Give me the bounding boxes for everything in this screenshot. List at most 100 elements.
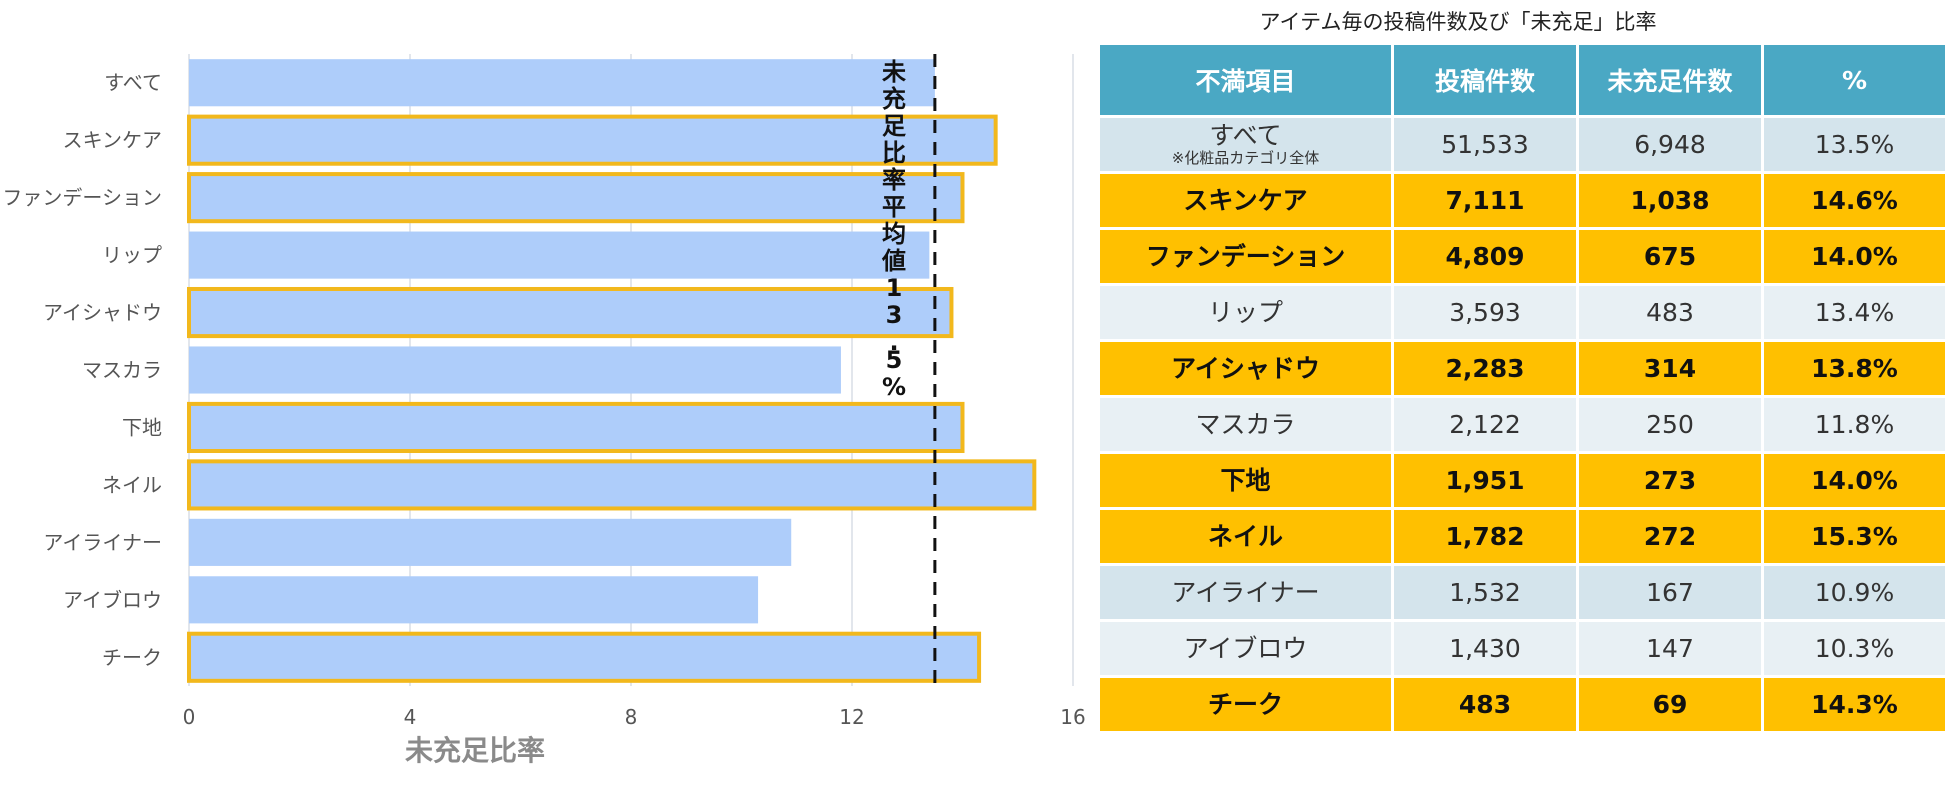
x-tick-label: 16 — [1060, 705, 1085, 729]
cell-unmet: 167 — [1576, 563, 1764, 622]
header-item: 不満項目 — [1097, 42, 1394, 118]
item-name: スキンケア — [1183, 185, 1308, 215]
cell-posts: 1,532 — [1391, 563, 1579, 622]
table-row: アイブロウ 1,430 147 10.3% — [1097, 619, 1948, 678]
cell-percent: 13.8% — [1761, 339, 1948, 398]
cell-percent: 10.3% — [1761, 619, 1948, 678]
cell-item-name: リップ — [1097, 283, 1394, 342]
category-label: すべて — [104, 71, 162, 95]
cell-posts: 2,122 — [1391, 395, 1579, 454]
data-table: 不満項目 投稿件数 未充足件数 % すべて ※化粧品カテゴリ全体 51,533 6,9… — [1097, 42, 1948, 734]
item-note: ※化粧品カテゴリ全体 — [1171, 149, 1320, 167]
cell-posts: 4,809 — [1391, 227, 1579, 286]
cell-percent: 13.5% — [1761, 115, 1948, 174]
table-row: ファンデーション 4,809 675 14.0% — [1097, 227, 1948, 286]
average-label-char: 率 — [882, 166, 906, 194]
header-unmet: 未充足件数 — [1576, 42, 1764, 118]
category-label: リップ — [102, 243, 162, 267]
bar — [187, 172, 965, 224]
table-header-row: 不満項目 投稿件数 未充足件数 % — [1097, 42, 1948, 118]
bar — [189, 518, 792, 566]
category-label: スキンケア — [63, 128, 162, 152]
average-label-char: 足 — [882, 112, 906, 140]
bar — [187, 286, 954, 339]
table-row: アイシャドウ 2,283 314 13.8% — [1097, 339, 1948, 398]
x-tick-label: 0 — [183, 705, 196, 729]
average-label-char: 未 — [882, 58, 906, 86]
cell-percent: 14.0% — [1761, 451, 1948, 510]
average-label-char: 比 — [882, 139, 906, 167]
table-row: アイライナー 1,532 167 10.9% — [1097, 563, 1948, 622]
cell-item-name: アイブロウ — [1097, 619, 1394, 678]
average-label-char: 1 — [886, 274, 903, 302]
bar-chart: すべてスキンケアファンデーションリップアイシャドウマスカラ下地ネイルアイライナー… — [2, 54, 1086, 767]
table-row: チーク 483 69 14.3% — [1097, 675, 1948, 734]
x-tick-label: 4 — [404, 705, 417, 729]
header-percent: % — [1761, 42, 1948, 118]
category-label: チーク — [102, 645, 162, 669]
cell-percent: 11.8% — [1761, 395, 1948, 454]
cell-posts: 1,951 — [1391, 451, 1579, 510]
bar — [189, 231, 930, 279]
average-label-char: . — [889, 328, 898, 356]
category-label: アイシャドウ — [43, 301, 162, 325]
cell-percent: 14.0% — [1761, 227, 1948, 286]
average-label-char: % — [882, 373, 906, 401]
category-label: ファンデーション — [2, 186, 162, 210]
item-name: チーク — [1207, 689, 1283, 719]
cell-unmet: 273 — [1576, 451, 1764, 510]
item-name: すべて — [1209, 121, 1282, 150]
cell-item-name: スキンケア — [1097, 171, 1394, 230]
bar — [187, 631, 982, 683]
item-name: アイシャドウ — [1171, 353, 1320, 383]
header-posts: 投稿件数 — [1391, 42, 1579, 118]
item-name: リップ — [1207, 297, 1283, 327]
table-row: マスカラ 2,122 250 11.8% — [1097, 395, 1948, 454]
cell-item-name: すべて ※化粧品カテゴリ全体 — [1097, 115, 1394, 174]
bar — [187, 114, 998, 166]
cell-posts: 1,782 — [1391, 507, 1579, 566]
category-label: 下地 — [122, 415, 162, 439]
table-title: アイテム毎の投稿件数及び「未充足」比率 — [1259, 10, 1657, 34]
cell-item-name: ネイル — [1097, 507, 1394, 566]
item-name: ネイル — [1207, 521, 1283, 551]
average-label-char: 値 — [881, 247, 906, 275]
cell-posts: 1,430 — [1391, 619, 1579, 678]
cell-item-name: ファンデーション — [1097, 227, 1394, 286]
bar — [189, 576, 759, 624]
cell-percent: 15.3% — [1761, 507, 1948, 566]
cell-item-name: 下地 — [1097, 451, 1394, 510]
cell-item-name: アイライナー — [1097, 563, 1394, 622]
cell-unmet: 675 — [1576, 227, 1764, 286]
item-name: アイブロウ — [1183, 633, 1308, 663]
cell-posts: 51,533 — [1391, 115, 1579, 174]
x-axis-title: 未充足比率 — [405, 734, 545, 767]
cell-unmet: 1,038 — [1576, 171, 1764, 230]
bar — [187, 459, 1037, 511]
item-name: 下地 — [1220, 465, 1271, 495]
cell-unmet: 69 — [1576, 675, 1764, 734]
bar — [189, 346, 841, 394]
average-label-char: 均 — [882, 220, 906, 248]
average-label-char: 5 — [886, 346, 903, 374]
item-name: アイライナー — [1171, 577, 1320, 607]
cell-item-name: マスカラ — [1097, 395, 1394, 454]
cell-unmet: 250 — [1576, 395, 1764, 454]
table-row: リップ 3,593 483 13.4% — [1097, 283, 1948, 342]
x-tick-label: 12 — [839, 705, 864, 729]
item-name: ファンデーション — [1145, 241, 1346, 271]
average-label-char: 充 — [882, 85, 906, 113]
cell-posts: 3,593 — [1391, 283, 1579, 342]
item-name: マスカラ — [1195, 409, 1296, 439]
table-row: スキンケア 7,111 1,038 14.6% — [1097, 171, 1948, 230]
cell-percent: 14.3% — [1761, 675, 1948, 734]
average-label-char: 3 — [886, 301, 903, 329]
average-label-char: 平 — [882, 193, 906, 221]
cell-percent: 13.4% — [1761, 283, 1948, 342]
cell-posts: 7,111 — [1391, 171, 1579, 230]
cell-item-name: アイシャドウ — [1097, 339, 1394, 398]
category-label: アイブロウ — [63, 588, 162, 612]
bar — [187, 401, 965, 454]
category-label: アイライナー — [43, 530, 162, 554]
